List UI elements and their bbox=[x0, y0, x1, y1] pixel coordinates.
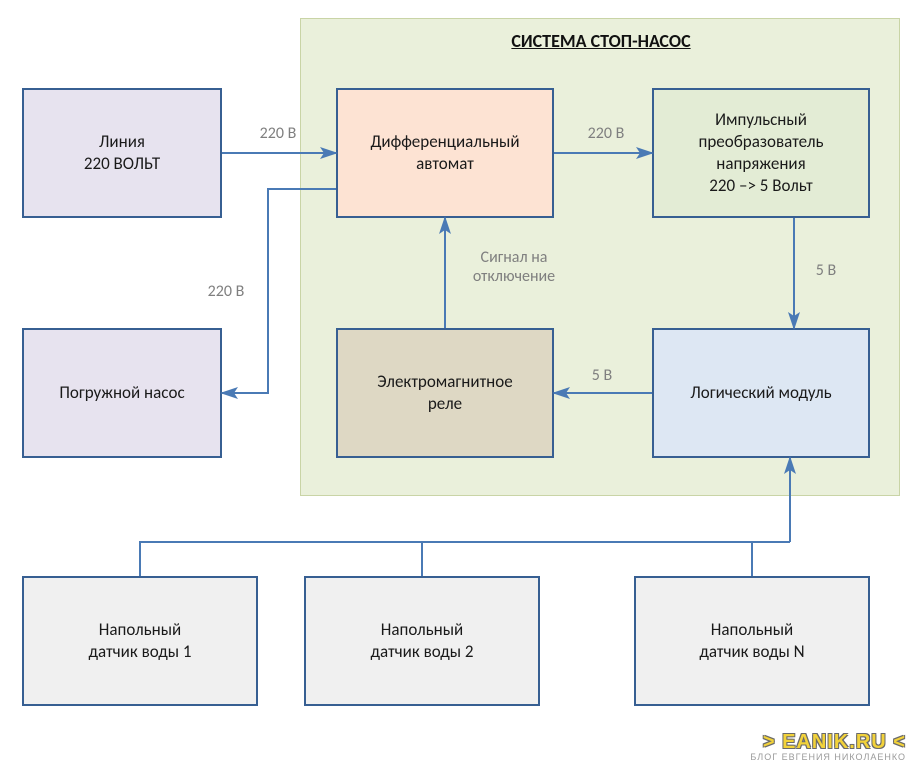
watermark-sub: БЛОГ ЕВГЕНИЯ НИКОЛАЕНКО bbox=[750, 752, 906, 762]
node-electromagnetic-relay: Электромагнитноереле bbox=[336, 328, 554, 458]
node-label: Напольныйдатчик воды 2 bbox=[371, 619, 474, 663]
watermark-main: > EANIK.RU < bbox=[750, 731, 906, 754]
node-floor-sensor-n: Напольныйдатчик воды N bbox=[634, 576, 870, 706]
system-title: СИСТЕМА СТОП-НАСОС bbox=[476, 30, 726, 52]
node-floor-sensor-1: Напольныйдатчик воды 1 bbox=[22, 576, 258, 706]
node-label: Напольныйдатчик воды N bbox=[699, 619, 804, 663]
node-label: Погружной насос bbox=[59, 382, 184, 404]
edge-label-e_diff_pump: 220 В bbox=[196, 282, 256, 301]
edge-label-e_line_diff: 220 В bbox=[248, 124, 308, 143]
edge-label-e_logic_relay: 5 В bbox=[582, 366, 622, 385]
edge-label-e_diff_conv: 220 В bbox=[576, 124, 636, 143]
node-label: Электромагнитноереле bbox=[377, 371, 512, 415]
diagram-canvas: СИСТЕМА СТОП-НАСОС Линия220 ВОЛЬТ Диффер… bbox=[0, 0, 918, 770]
node-label: Логический модуль bbox=[690, 382, 831, 404]
node-label: Импульсныйпреобразовательнапряжения220 –… bbox=[699, 109, 824, 197]
node-line-220v: Линия220 ВОЛЬТ bbox=[22, 88, 222, 218]
node-label: Дифференциальныйавтомат bbox=[370, 131, 519, 175]
node-submersible-pump: Погружной насос bbox=[22, 328, 222, 458]
node-differential-automat: Дифференциальныйавтомат bbox=[336, 88, 554, 218]
node-label: Линия220 ВОЛЬТ bbox=[84, 131, 160, 175]
edge-label-e_relay_diff: Сигнал наотключение bbox=[454, 248, 574, 286]
edge-e_sensors_bus bbox=[140, 542, 790, 576]
node-pulse-converter: Импульсныйпреобразовательнапряжения220 –… bbox=[652, 88, 870, 218]
node-label: Напольныйдатчик воды 1 bbox=[89, 619, 192, 663]
watermark: > EANIK.RU < БЛОГ ЕВГЕНИЯ НИКОЛАЕНКО bbox=[750, 731, 906, 762]
node-logic-module: Логический модуль bbox=[652, 328, 870, 458]
edge-label-e_conv_logic: 5 В bbox=[806, 261, 846, 280]
node-floor-sensor-2: Напольныйдатчик воды 2 bbox=[304, 576, 540, 706]
